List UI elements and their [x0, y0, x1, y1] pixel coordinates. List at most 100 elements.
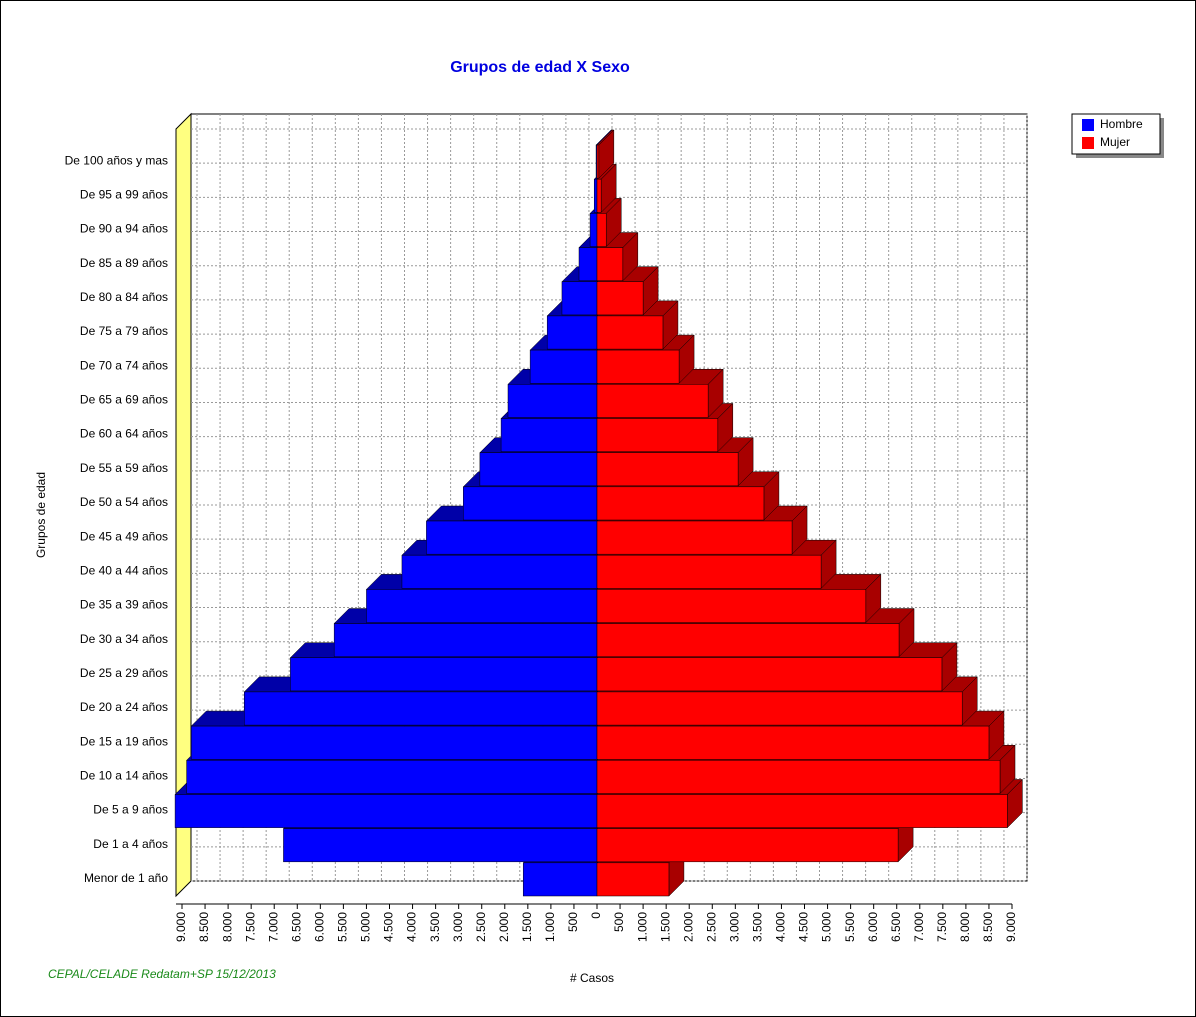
bar-front: [596, 589, 867, 623]
y-tick-label: De 10 a 14 años: [80, 769, 168, 783]
legend-swatch: [1082, 119, 1094, 131]
x-tick-label: 5.500: [336, 912, 350, 942]
x-tick-label: 2.500: [474, 912, 488, 942]
bar-front: [174, 794, 598, 828]
x-tick-label: 2.500: [704, 912, 718, 942]
bar-front: [578, 247, 598, 281]
x-tick-label: 0: [589, 912, 603, 919]
bar-front: [596, 657, 943, 692]
bar-front: [593, 178, 598, 213]
bar-front: [596, 315, 664, 350]
bar-front: [596, 144, 600, 179]
bar-front: [244, 691, 598, 726]
x-tick-label: 500: [566, 912, 580, 932]
x-tick-label: 8.500: [981, 912, 995, 942]
y-tick-label: De 50 a 54 años: [80, 495, 168, 509]
x-tick-label: 500: [612, 912, 626, 932]
x-tick-label: 1.000: [635, 912, 649, 942]
y-tick-label: De 1 a 4 años: [93, 837, 168, 851]
bar-front: [561, 281, 598, 316]
bar-front: [190, 725, 598, 760]
x-tick-label: 4.000: [774, 912, 788, 942]
bar-front: [546, 315, 598, 350]
x-tick-label: 3.500: [428, 912, 442, 942]
bar-front: [426, 520, 598, 555]
x-tick-label: 5.000: [820, 912, 834, 942]
bar-front: [596, 691, 963, 726]
bar-front: [596, 213, 607, 247]
y-tick-label: De 70 a 74 años: [80, 358, 168, 372]
bar-front: [596, 554, 822, 589]
bar-front: [596, 794, 1008, 828]
x-tick-label: 1.000: [543, 912, 557, 942]
bar-front: [186, 760, 598, 794]
x-tick-label: 1.500: [658, 912, 672, 942]
bar-front: [479, 452, 598, 487]
bar-front: [596, 725, 990, 760]
bar-front: [596, 178, 602, 213]
x-tick-label: 3.000: [728, 912, 742, 942]
y-tick-label: De 65 a 69 años: [80, 393, 168, 407]
bar-front: [596, 486, 765, 521]
x-tick-label: 1.500: [520, 912, 534, 942]
x-tick-label: 3.000: [451, 912, 465, 942]
y-tick-label: De 100 años y mas: [65, 153, 168, 167]
x-tick-label: 6.500: [889, 912, 903, 942]
y-tick-label: De 5 a 9 años: [93, 803, 168, 817]
y-tick-label: De 40 a 44 años: [80, 563, 168, 577]
bar-front: [529, 349, 598, 384]
bar-front: [401, 554, 598, 589]
bar-front: [596, 623, 900, 657]
x-tick-label: 8.500: [197, 912, 211, 942]
bar-front: [500, 418, 598, 452]
y-tick-label: De 35 a 39 años: [80, 598, 168, 612]
bar-front: [596, 349, 680, 384]
legend-swatch: [1082, 137, 1094, 149]
x-tick-label: 7.000: [912, 912, 926, 942]
bar-front: [290, 657, 598, 692]
bar-front: [596, 862, 670, 897]
bar-front: [589, 213, 598, 247]
x-tick-label: 2.000: [681, 912, 695, 942]
x-tick-label: 7.500: [935, 912, 949, 942]
bar: [596, 129, 615, 179]
y-tick-label: De 55 a 59 años: [80, 461, 168, 475]
x-axis-title: # Casos: [570, 971, 614, 985]
bar-front: [596, 520, 793, 555]
y-tick-label: De 15 a 19 años: [80, 734, 168, 748]
y-tick-label: De 80 a 84 años: [80, 290, 168, 304]
x-tick-label: 9.000: [1004, 912, 1018, 942]
x-tick-label: 9.000: [174, 912, 188, 942]
bar-front: [596, 247, 624, 281]
chart-title: Grupos de edad X Sexo: [450, 59, 630, 76]
x-tick-label: 6.000: [866, 912, 880, 942]
x-tick-label: 5.000: [359, 912, 373, 942]
x-tick-label: 8.000: [958, 912, 972, 942]
y-tick-label: De 85 a 89 años: [80, 256, 168, 270]
x-tick-label: 2.000: [497, 912, 511, 942]
bar-front: [596, 828, 899, 863]
y-tick-label: De 45 a 49 años: [80, 529, 168, 543]
x-tick-label: 7.500: [243, 912, 257, 942]
y-tick-label: De 25 a 29 años: [80, 666, 168, 680]
y-tick-label: De 30 a 34 años: [80, 632, 168, 646]
y-tick-label: De 75 a 79 años: [80, 324, 168, 338]
x-tick-label: 6.000: [313, 912, 327, 942]
y-tick-label: De 90 a 94 años: [80, 222, 168, 236]
footer: CEPAL/CELADE Redatam+SP 15/12/2013: [48, 967, 276, 981]
x-tick-label: 4.500: [797, 912, 811, 942]
y-axis-title: Grupos de edad: [34, 472, 48, 558]
legend-label: Mujer: [1100, 135, 1130, 149]
legend-label: Hombre: [1100, 117, 1143, 131]
x-tick-label: 4.000: [405, 912, 419, 942]
x-tick-label: 4.500: [382, 912, 396, 942]
bar-front: [596, 452, 739, 487]
bar-front: [596, 418, 719, 452]
bar-front: [596, 281, 644, 316]
bar-front: [507, 384, 598, 418]
bar-front: [283, 828, 598, 863]
y-tick-label: De 60 a 64 años: [80, 427, 168, 441]
bar-front: [333, 623, 598, 657]
bar-front: [366, 589, 598, 623]
